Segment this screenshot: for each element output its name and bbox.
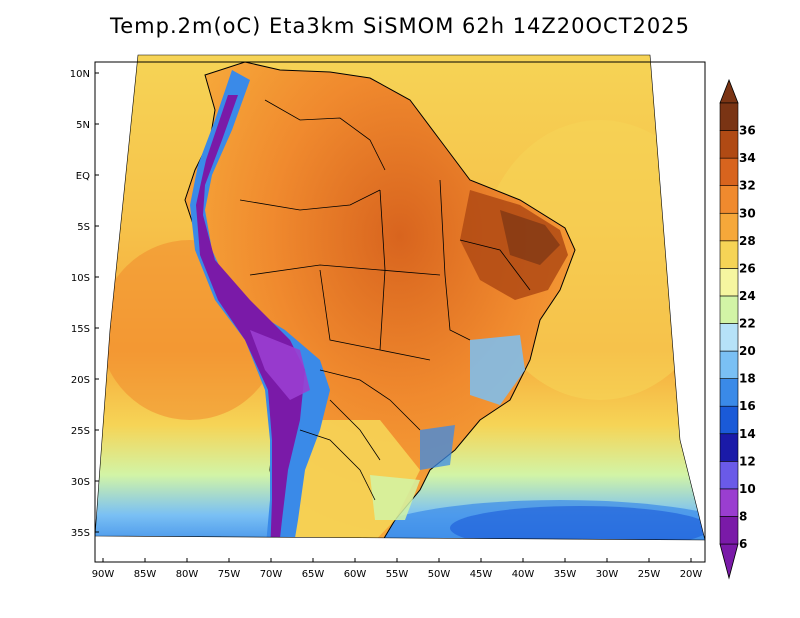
colorbar-label: 34	[739, 151, 756, 165]
colorbar-box	[719, 488, 739, 517]
colorbar-label: 18	[739, 372, 756, 386]
colorbar: 6 8 10 12 14 16 18 20 22 24 26 28 30 32 34 36	[719, 78, 756, 580]
cold-ocean-core	[450, 506, 705, 540]
longitude-axis: 90W 85W 80W 75W 70W 65W 60W 55W 50W 45W …	[92, 558, 703, 580]
altiplano	[250, 330, 310, 400]
lon-label-35w: 35W	[554, 569, 577, 580]
colorbar-label: 10	[739, 482, 756, 496]
lat-label-5n: 5N	[76, 120, 90, 131]
map-domain	[95, 55, 705, 540]
hottest-core	[500, 210, 560, 265]
lon-label-45w: 45W	[470, 569, 493, 580]
lon-label-30w: 30W	[596, 569, 619, 580]
colorbar-box	[719, 157, 739, 186]
lon-label-80w: 80W	[176, 569, 199, 580]
country-borders	[239, 99, 531, 501]
colorbar-bottom-arrow	[719, 543, 739, 580]
colorbar-box	[719, 130, 739, 159]
lon-label-75w: 75W	[218, 569, 241, 580]
lon-label-50w: 50W	[428, 569, 451, 580]
colorbar-box	[719, 185, 739, 214]
colorbar-label: 26	[739, 261, 756, 275]
colorbar-label: 14	[739, 427, 756, 441]
colorbar-box	[719, 405, 739, 435]
colorbar-label: 30	[739, 206, 756, 220]
colorbar-box	[719, 516, 739, 545]
lat-label-25s: 25S	[71, 426, 90, 437]
lat-label-10n: 10N	[70, 69, 90, 80]
cool-southeast	[470, 335, 525, 405]
lon-label-55w: 55W	[386, 569, 409, 580]
colorbar-label: 8	[739, 509, 747, 523]
lon-label-85w: 85W	[134, 569, 157, 580]
colorbar-box	[719, 102, 739, 131]
lon-label-25w: 25W	[638, 569, 661, 580]
colorbar-box	[719, 295, 739, 324]
colorbar-box	[719, 240, 739, 269]
colorbar-label: 36	[739, 124, 756, 138]
lon-label-60w: 60W	[344, 569, 367, 580]
colorbar-top-arrow	[719, 78, 739, 104]
colorbar-label: 6	[739, 537, 747, 551]
warm-ocean-east	[480, 120, 705, 400]
lat-label-20s: 20S	[71, 375, 90, 386]
lon-label-70w: 70W	[260, 569, 283, 580]
lon-label-20w: 20W	[680, 569, 703, 580]
lat-label-10s: 10S	[71, 273, 90, 284]
cool-south-highlands	[420, 425, 455, 470]
lat-label-eq: EQ	[76, 171, 90, 182]
lon-label-40w: 40W	[512, 569, 535, 580]
colorbar-box	[719, 378, 739, 407]
lat-label-15s: 15S	[71, 324, 90, 335]
colorbar-box	[719, 433, 739, 462]
andes-core	[196, 95, 305, 540]
lat-label-5s: 5S	[77, 222, 90, 233]
colorbar-label: 32	[739, 179, 756, 193]
lon-label-90w: 90W	[92, 569, 115, 580]
axes-frame	[94, 61, 706, 563]
colorbar-box	[719, 323, 739, 352]
southern-cone	[285, 420, 420, 540]
colorbar-box	[719, 461, 739, 490]
colorbar-label: 12	[739, 454, 756, 468]
colorbar-box	[719, 212, 739, 242]
latitude-axis: 10N 5N EQ 5S 10S 15S 20S 25S 30S 35S	[70, 69, 99, 539]
uruguay-mild	[370, 475, 420, 520]
colorbar-box	[719, 350, 739, 379]
map-title: Temp.2m(oC) Eta3km SiSMOM 62h 14Z20OCT20…	[110, 14, 690, 38]
lat-label-35s: 35S	[71, 528, 90, 539]
colorbar-label: 28	[739, 234, 756, 248]
colorbar-box	[719, 268, 739, 297]
colorbar-label: 24	[739, 289, 756, 303]
lat-label-30s: 30S	[71, 477, 90, 488]
colorbar-label: 22	[739, 317, 756, 331]
colorbar-label: 16	[739, 399, 756, 413]
colorbar-label: 20	[739, 344, 756, 358]
lon-label-65w: 65W	[302, 569, 325, 580]
